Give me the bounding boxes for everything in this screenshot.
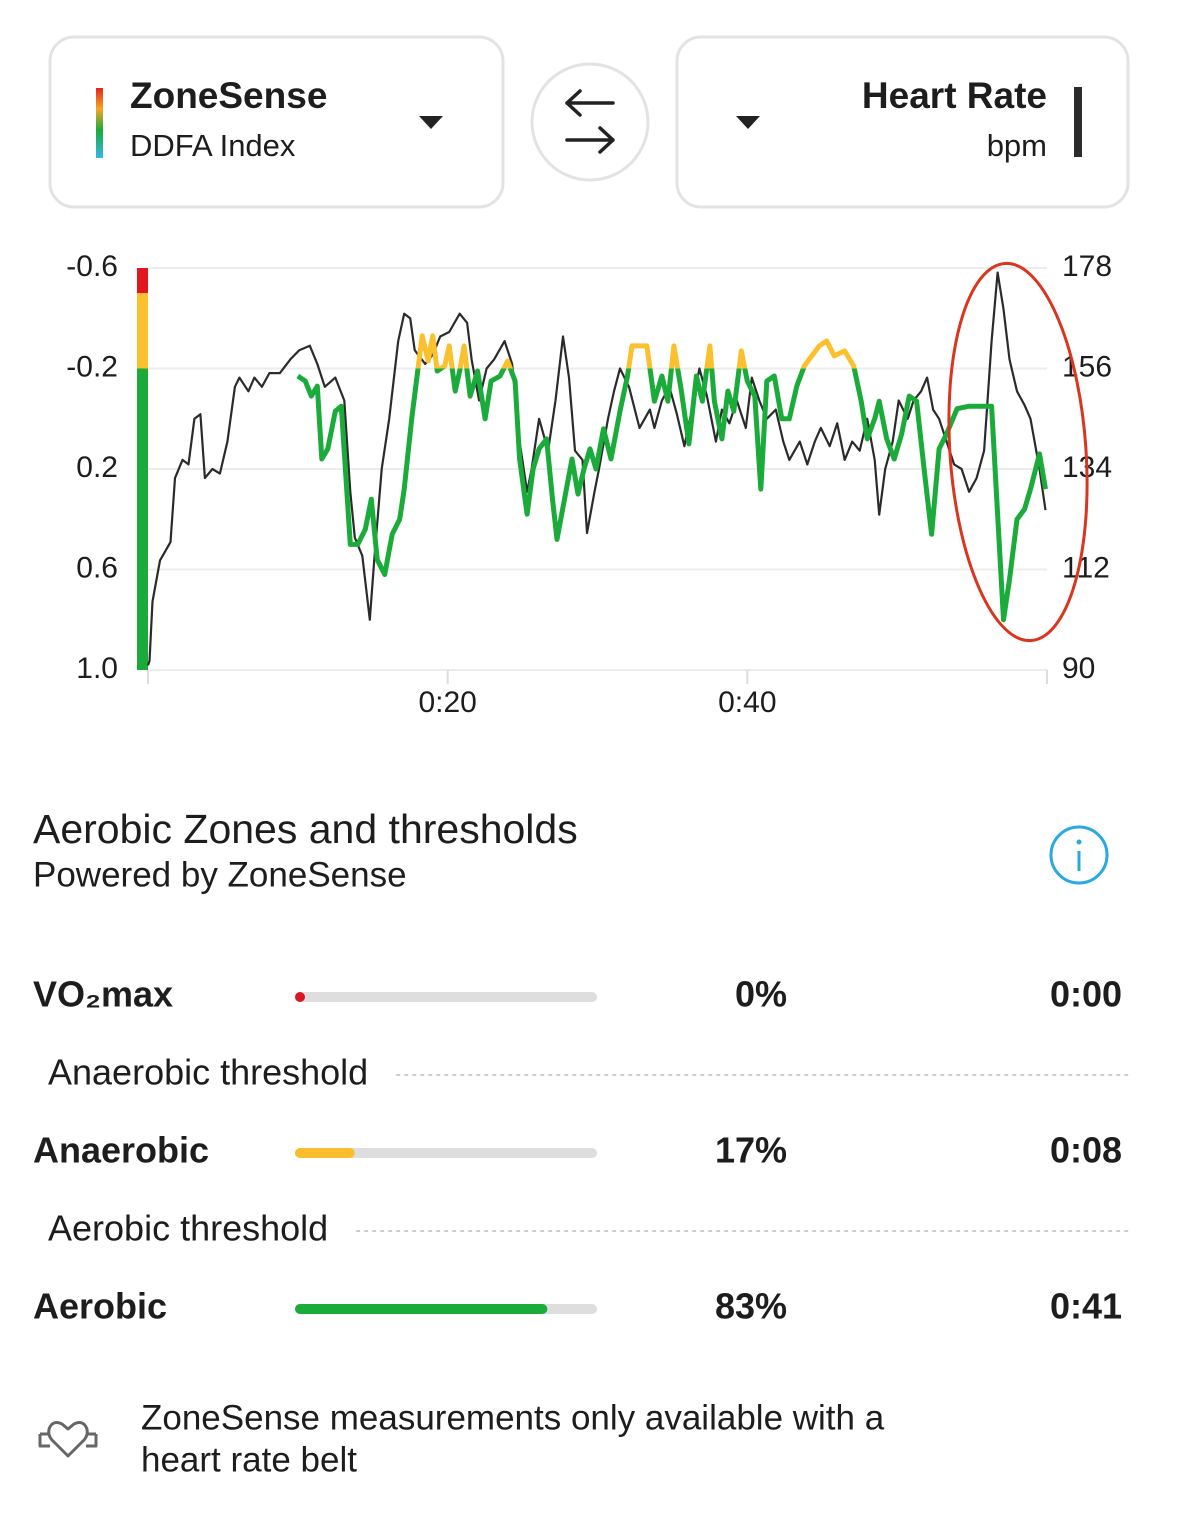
card[interactable]	[675, 35, 1130, 209]
y-tick-label: -0.2	[66, 350, 118, 383]
annotation-ellipse	[947, 261, 1089, 643]
section-title: Aerobic Zones and thresholds	[33, 806, 578, 852]
zone-percent: 0%	[735, 974, 787, 1015]
y-tick-label: 1.0	[76, 652, 118, 685]
series-line	[296, 333, 1048, 623]
y2-tick-label: 178	[1062, 250, 1112, 283]
zone-name: Aerobic	[33, 1286, 167, 1327]
zone-time: 0:08	[1050, 1130, 1122, 1171]
selector-unit: bpm	[987, 128, 1047, 163]
dropdown-arrow[interactable]	[419, 116, 443, 129]
series-swatch	[1074, 87, 1082, 157]
zone-icon	[96, 88, 103, 158]
dropdown-arrow[interactable]	[736, 116, 760, 129]
left-selector[interactable]: ZoneSense DDFA Index	[48, 35, 505, 209]
zone-time: 0:00	[1050, 974, 1122, 1015]
series-line	[146, 271, 1047, 666]
zone-name: Anaerobic	[33, 1130, 209, 1171]
y-tick-label: 0.2	[76, 451, 118, 484]
zone-percent: 83%	[715, 1286, 787, 1327]
selector-title: ZoneSense	[130, 75, 327, 116]
swap-circle[interactable]	[530, 62, 650, 182]
zone-time: 0:41	[1050, 1286, 1122, 1327]
footer-text: ZoneSense measurements only available wi…	[141, 1398, 885, 1437]
info-circle[interactable]	[1049, 825, 1109, 885]
y2-tick-label: 90	[1062, 652, 1095, 685]
zones-list: VO₂max 0% 0:00 Anaerobic threshold Anaerobic…	[33, 974, 1130, 1327]
zone-band	[137, 368, 148, 670]
zone-band	[137, 268, 148, 294]
zone-percent: 17%	[715, 1130, 787, 1171]
swap-icon	[565, 89, 615, 154]
selector-unit: DDFA Index	[130, 128, 296, 163]
selector-title: Heart Rate	[862, 75, 1047, 116]
x-tick-label: 0:40	[718, 686, 776, 719]
heart-icon	[38, 1421, 98, 1458]
y-tick-label: -0.6	[66, 250, 118, 283]
y2-tick-label: 112	[1062, 551, 1110, 584]
footer-text: heart rate belt	[141, 1440, 357, 1479]
zone-name: VO₂max	[33, 974, 173, 1015]
threshold-label: Aerobic threshold	[48, 1208, 328, 1249]
right-selector[interactable]: Heart Rate bpm	[675, 35, 1130, 209]
threshold-label: Anaerobic threshold	[48, 1052, 368, 1093]
x-tick-label: 0:20	[418, 686, 476, 719]
info-dot	[1076, 839, 1082, 845]
section-subtitle: Powered by ZoneSense	[33, 855, 407, 894]
swap-button[interactable]	[530, 62, 650, 182]
zone-band	[137, 293, 148, 369]
info-button[interactable]	[1049, 825, 1109, 885]
y-tick-label: 0.6	[76, 551, 118, 584]
card[interactable]	[48, 35, 505, 209]
